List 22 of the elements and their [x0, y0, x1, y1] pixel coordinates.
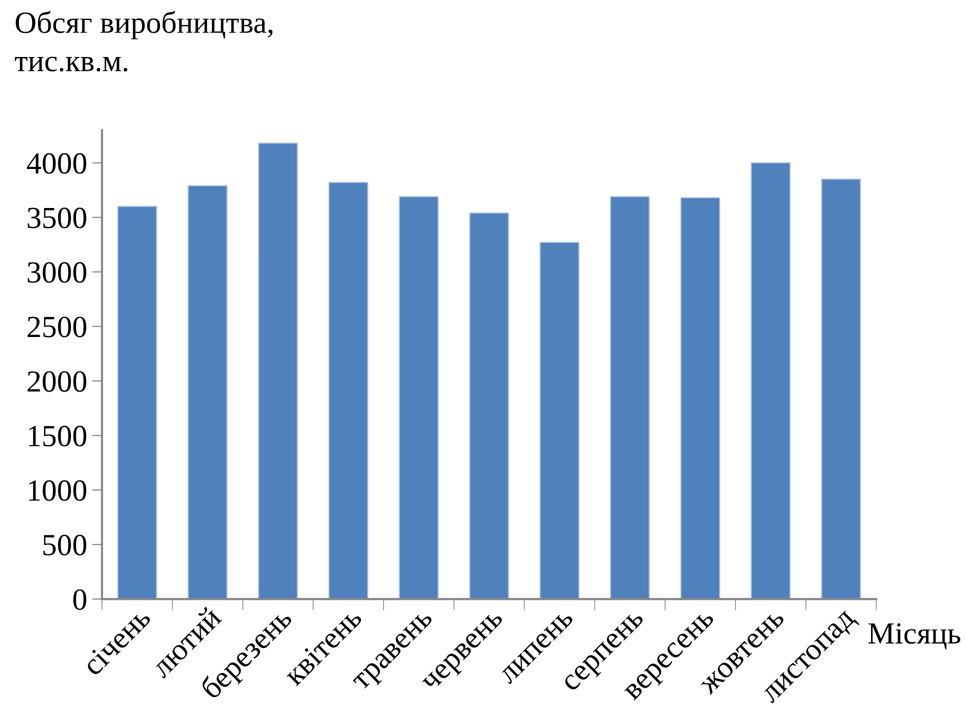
- bar: [398, 196, 439, 600]
- y-tick-label: 1000: [29, 480, 86, 501]
- y-tick-label: 1500: [29, 426, 86, 446]
- y-tick-label: 3500: [28, 208, 86, 228]
- bar: [258, 142, 298, 600]
- bar: [610, 196, 650, 600]
- y-tick-label: 2500: [28, 316, 86, 338]
- bar: [469, 212, 510, 600]
- bar: [750, 162, 791, 600]
- bar: [188, 185, 228, 600]
- bar: [117, 206, 158, 600]
- bar: [680, 197, 720, 600]
- y-axis-title: Обсяг виробництва, тис.кв.м.: [14, 10, 272, 72]
- y-tick-label: 3000: [28, 262, 86, 283]
- y-tick-label: 0: [73, 589, 86, 610]
- bar: [328, 182, 368, 600]
- x-axis-title: Місяць: [868, 623, 960, 650]
- y-tick-label: 4000: [26, 153, 86, 174]
- bar: [821, 178, 861, 600]
- bar: [540, 242, 580, 600]
- y-tick-label: 2000: [28, 371, 86, 392]
- y-tick-label: 500: [43, 534, 86, 556]
